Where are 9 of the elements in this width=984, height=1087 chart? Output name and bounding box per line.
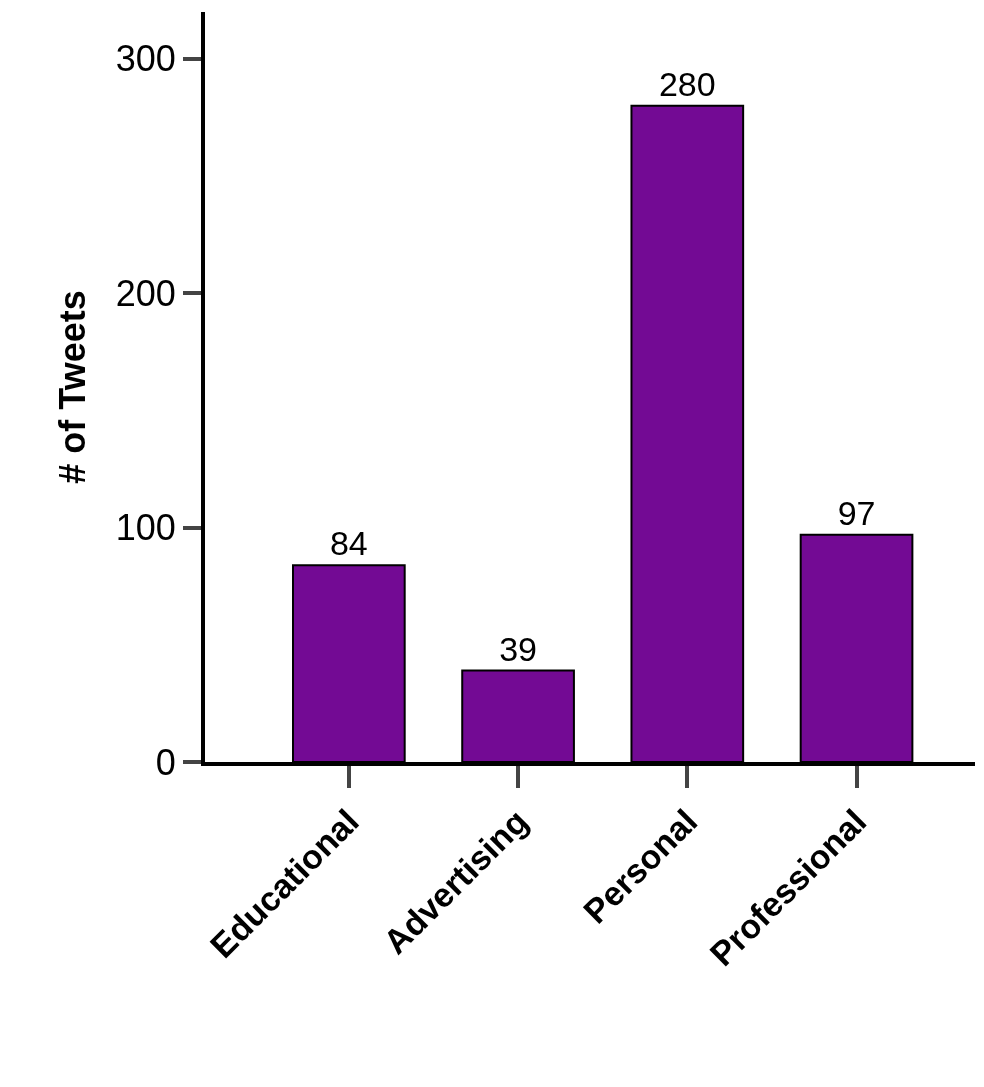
data-label: 280 xyxy=(658,64,716,103)
y-tick-label: 200 xyxy=(115,272,176,314)
data-label: 84 xyxy=(329,524,368,563)
y-tick-label: 100 xyxy=(115,507,176,549)
data-label: 39 xyxy=(499,629,537,668)
y-tick-label: 300 xyxy=(115,38,176,80)
y-tick-label: 0 xyxy=(155,741,176,783)
data-label: 97 xyxy=(837,493,876,532)
y-axis-title: # of Tweets xyxy=(52,290,94,484)
